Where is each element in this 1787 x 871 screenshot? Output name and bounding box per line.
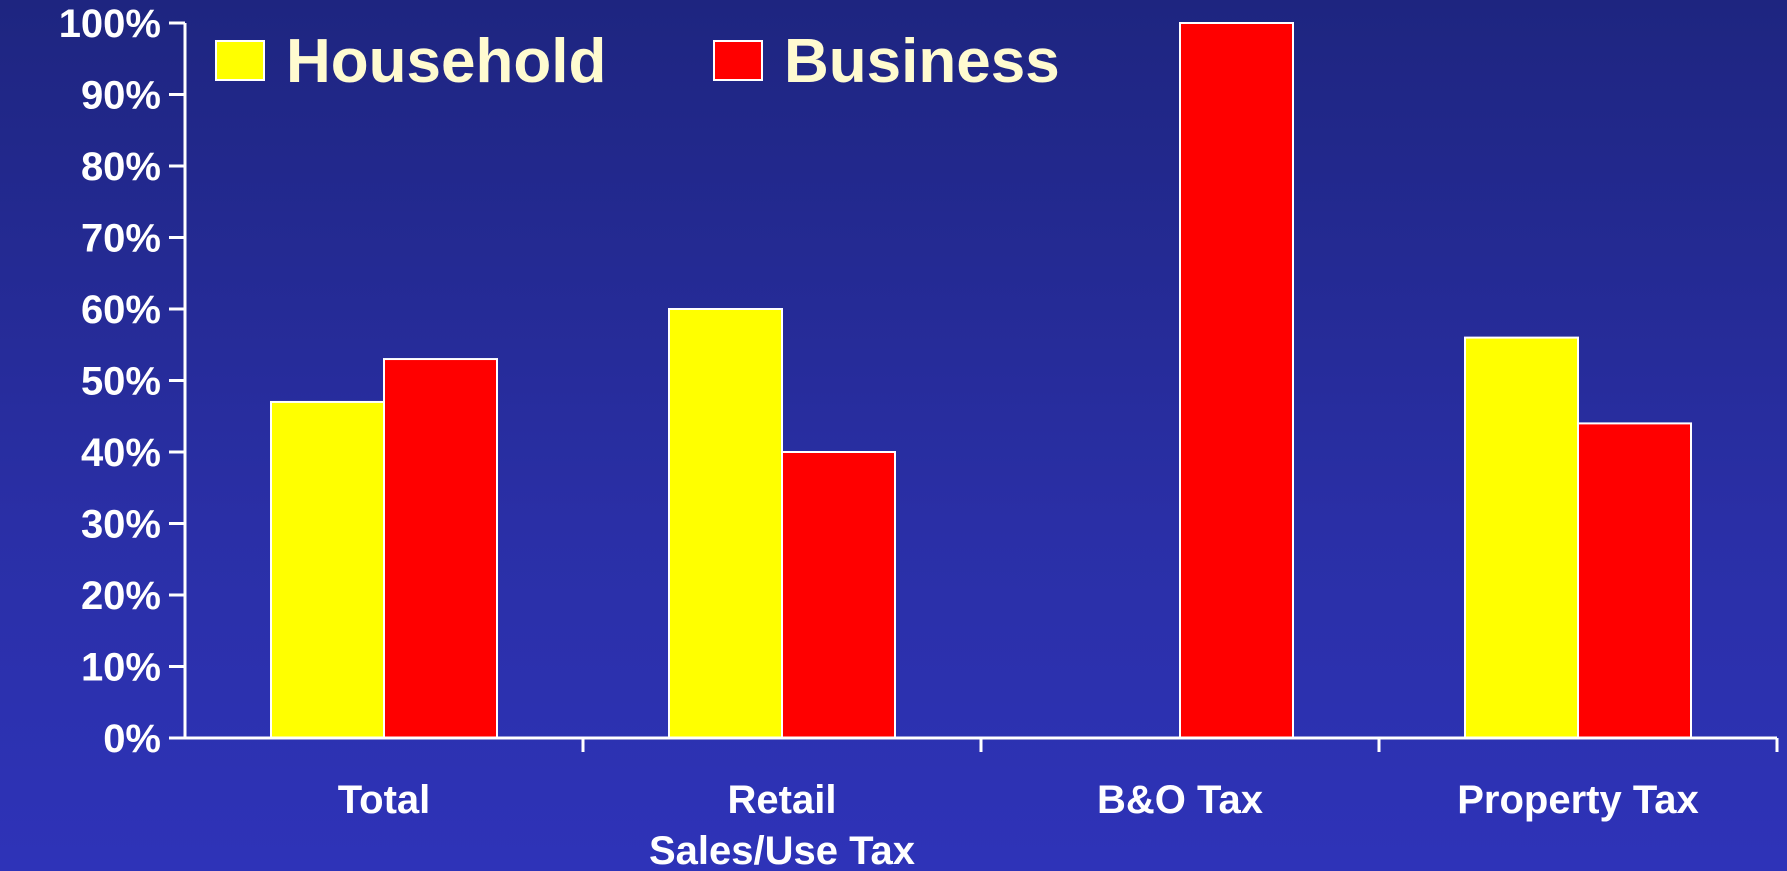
legend: Household Business: [215, 27, 1060, 96]
bar-business-1: [781, 451, 896, 739]
category-label: Sales/Use Tax: [649, 829, 915, 871]
y-tick-label: 50%: [81, 360, 161, 404]
y-tick-labels: 0% 10% 20% 30% 40% 50% 60% 70% 80% 90% 100%: [59, 2, 161, 761]
legend-swatch-business: [713, 40, 763, 81]
y-tick-label: 10%: [81, 646, 161, 690]
y-tick-label: 70%: [81, 217, 161, 261]
bar-business-3: [1577, 422, 1692, 739]
y-tick-label: 80%: [81, 145, 161, 189]
category-label: Retail: [728, 778, 837, 822]
bar-business-2: [1179, 22, 1294, 739]
category-label: B&O Tax: [1097, 778, 1263, 822]
bar-household-1: [668, 308, 783, 739]
legend-label-business: Business: [784, 27, 1060, 96]
category-label: Total: [338, 778, 431, 822]
y-tick-label: 20%: [81, 574, 161, 618]
legend-swatch-household: [215, 40, 265, 81]
y-tick-label: 40%: [81, 431, 161, 475]
category-labels: Total Retail Sales/Use Tax B&O Tax Property …: [338, 778, 1699, 871]
y-tick-label: 100%: [59, 2, 161, 46]
bar-household-3: [1464, 336, 1579, 739]
axes: [169, 21, 1779, 752]
bar-business-0: [383, 358, 498, 739]
y-tick-label: 60%: [81, 288, 161, 332]
bar-household-0: [270, 400, 385, 739]
legend-label-household: Household: [286, 27, 606, 96]
y-tick-label: 90%: [81, 74, 161, 118]
y-tick-label: 30%: [81, 503, 161, 547]
category-label: Property Tax: [1457, 778, 1699, 822]
bars-layer: [270, 22, 1692, 739]
y-tick-label: 0%: [103, 717, 161, 761]
